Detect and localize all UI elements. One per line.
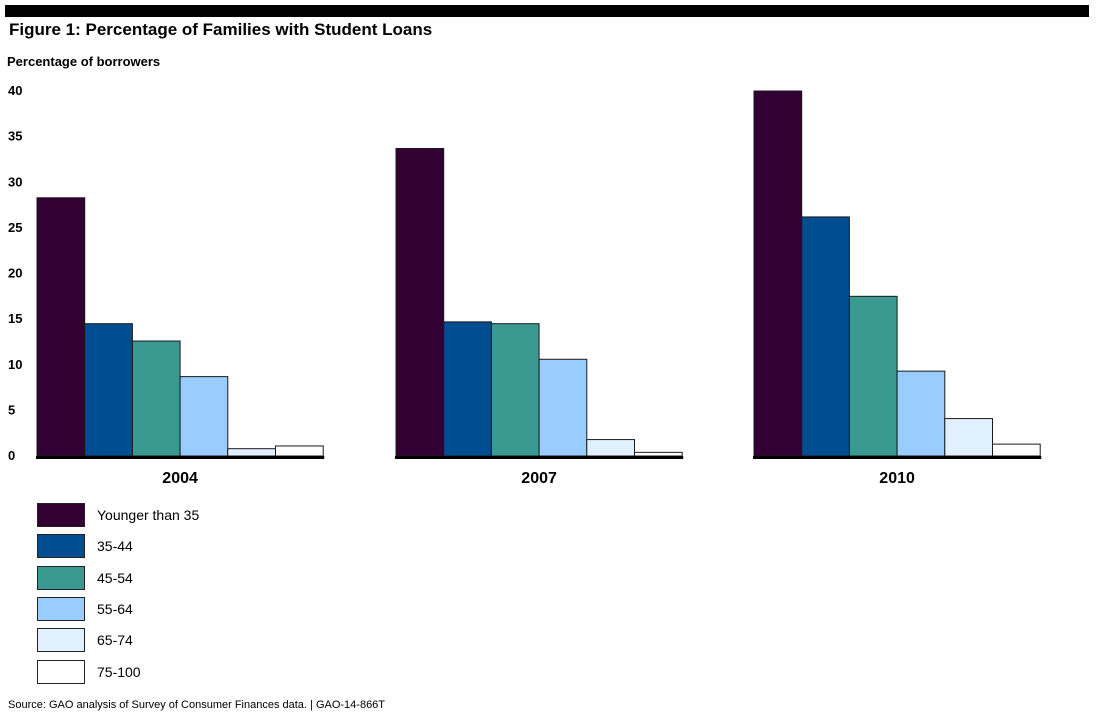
y-tick-label: 20	[8, 266, 22, 281]
bar-chart: 0 5 10 15 20 25 30 35 40 2004 2007 2010	[8, 83, 1042, 487]
legend-label: 55-64	[97, 600, 133, 617]
bar-2007-4	[586, 439, 635, 457]
legend-swatch	[37, 565, 85, 590]
source-note: Source: GAO analysis of Survey of Consum…	[8, 699, 386, 711]
y-tick-label: 10	[8, 357, 22, 372]
legend-label: Younger than 35	[97, 507, 200, 523]
x-category-label: 2004	[162, 470, 198, 487]
x-category-label: 2007	[521, 470, 557, 487]
y-tick-label: 35	[8, 129, 22, 144]
legend-label: 65-74	[97, 632, 133, 649]
legend-swatch	[37, 503, 85, 527]
bar-2004-3	[179, 376, 229, 457]
group-baseline	[36, 456, 325, 459]
y-tick-label: 5	[8, 402, 15, 417]
bar-2007-1	[443, 321, 492, 457]
y-axis-label: Percentage of borrowers	[7, 54, 161, 69]
legend-swatch	[37, 534, 85, 559]
legend-swatch	[37, 596, 85, 621]
y-tick-label: 25	[8, 220, 22, 235]
bar-2007-0	[395, 147, 445, 457]
y-tick-label: 40	[8, 83, 22, 98]
bar-2010-1	[801, 216, 850, 457]
legend-label: 45-54	[97, 569, 133, 586]
y-tick-label: 30	[8, 174, 22, 189]
legend-label: 35-44	[97, 538, 133, 555]
bar-2007-5	[634, 451, 683, 457]
bar-2010-5	[992, 443, 1041, 457]
y-tick-label: 0	[8, 448, 15, 463]
top-rule	[5, 5, 1089, 17]
legend-swatch	[37, 628, 85, 653]
bar-2007-2	[490, 323, 540, 457]
bar-2004-5	[275, 445, 324, 457]
bar-2010-3	[896, 370, 946, 457]
group-baseline	[753, 456, 1042, 459]
group-baseline	[395, 456, 684, 459]
bar-2004-2	[131, 340, 181, 457]
bar-2004-0	[36, 197, 86, 457]
figure-title: Figure 1: Percentage of Families with St…	[9, 20, 433, 39]
bar-2007-3	[538, 358, 588, 457]
bar-2004-1	[84, 323, 133, 457]
bar-2010-2	[848, 295, 898, 457]
bar-2010-0	[753, 90, 803, 457]
x-category-label: 2010	[879, 470, 915, 487]
bar-2010-4	[944, 418, 993, 457]
bar-2004-4	[227, 448, 277, 457]
legend-label: 75-100	[97, 663, 141, 680]
y-tick-label: 15	[8, 311, 22, 326]
legend-swatch	[37, 659, 85, 684]
